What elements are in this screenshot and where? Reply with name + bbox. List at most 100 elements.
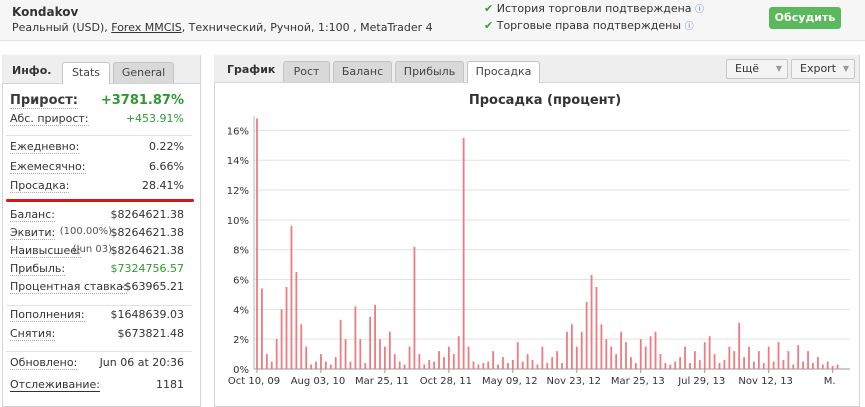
chart: Просадка (процент) 0% 2% 4% 6% 8% 10% 12% 14% 16… (227, 93, 850, 387)
bar (270, 361, 273, 369)
stat-row: Эквити: (100.00%) $8264621.38 (10, 226, 184, 242)
stat-label: Процентная ставка: (10, 280, 127, 294)
y-tick-label: 14% (227, 156, 249, 167)
y-tick-label: 12% (227, 186, 249, 197)
bar (777, 342, 780, 369)
verification: ✔ Торговые права подтверждены ⓘ (484, 19, 694, 32)
bar (772, 361, 775, 369)
y-tick-label: 0% (233, 365, 249, 376)
stat-label: Ежедневно: (10, 140, 80, 154)
bar (812, 363, 814, 369)
stat-row: Абс. прирост: +453.91% (10, 112, 184, 128)
bar (718, 363, 721, 369)
stat-value: $8264621.38 (110, 208, 184, 221)
bar (511, 360, 514, 369)
bar (329, 364, 332, 369)
tab[interactable]: Рост (283, 61, 330, 82)
stat-value: 1181 (156, 378, 184, 391)
x-tick-label: Nov 23, 12 (547, 376, 602, 387)
bar (615, 354, 618, 369)
bar (507, 363, 509, 369)
bar (723, 360, 726, 369)
menu-label: Export (800, 62, 837, 75)
verification: ✔ История торговли подтверждена ⓘ (484, 2, 705, 15)
bar (413, 246, 416, 369)
menu-label: Ещё (735, 62, 760, 75)
stat-value: $8264621.38 (110, 244, 184, 257)
bar (826, 361, 829, 369)
bar (462, 137, 465, 369)
stat-row: Процентная ставка: -$63965.21 (10, 280, 184, 296)
tab[interactable]: Stats (62, 62, 110, 84)
bar (664, 363, 667, 369)
bar (728, 346, 731, 369)
bar (575, 346, 578, 369)
bar (472, 361, 475, 369)
broker-link[interactable]: Forex MMCIS (111, 21, 182, 34)
bar (526, 354, 529, 369)
bar (561, 363, 563, 369)
bar (467, 346, 470, 369)
bar (384, 346, 386, 369)
bar (388, 331, 391, 369)
discuss-button[interactable]: Обсудить (769, 7, 841, 29)
stat-row: Отслеживание: 1181 (10, 378, 184, 394)
bar (787, 351, 790, 369)
tab[interactable]: General (113, 62, 174, 83)
bar (767, 346, 770, 369)
stat-row: Наивысшее: (Jun 03) $8264621.38 (10, 244, 184, 260)
bar (403, 364, 406, 369)
stat-value: -$63965.21 (120, 280, 184, 293)
bar (256, 118, 258, 369)
tab[interactable]: Баланс (333, 61, 392, 82)
more-menu[interactable]: Ещё ▼ (726, 59, 788, 79)
info-title: Инфо. (12, 64, 52, 77)
stat-label: Просадка: (10, 179, 70, 193)
stat-label: Снятия: (10, 327, 56, 341)
bar (354, 306, 357, 369)
stat-note: (100.00%) (59, 226, 112, 237)
detail: , Технический, Ручной, 1:100 , MetaTrade… (181, 21, 433, 34)
bar (639, 339, 642, 369)
bar (285, 286, 288, 369)
stat-label: Баланс: (10, 208, 56, 222)
separator (6, 305, 192, 306)
bar (315, 361, 317, 369)
bar (492, 351, 495, 369)
bar (536, 364, 539, 369)
bar (782, 360, 785, 369)
bar (753, 361, 755, 369)
bar (393, 354, 396, 369)
bar (836, 364, 839, 369)
tab[interactable]: Просадка (467, 61, 540, 83)
stat-note: (Jun 03) (72, 244, 112, 255)
bar (630, 357, 632, 369)
export-menu[interactable]: Export ▼ (791, 59, 855, 79)
bar (551, 357, 554, 369)
y-tick-label: 4% (233, 305, 249, 316)
stat-label[interactable]: Отслеживание: (10, 378, 101, 392)
y-tick-label: 2% (233, 335, 249, 346)
highlight-underline (6, 199, 194, 202)
bar (502, 357, 504, 369)
x-tick-label: M. (824, 376, 836, 387)
x-tick-label: Nov 12, 13 (738, 376, 793, 387)
bar (344, 339, 347, 369)
bar (447, 346, 450, 369)
bar (324, 361, 327, 369)
bar (600, 324, 603, 369)
stat-label: Абс. прирост: (10, 112, 89, 126)
bar (438, 351, 440, 369)
stat-label: Наивысшее: (10, 244, 81, 258)
bar (334, 357, 337, 369)
stat-value: 28.41% (142, 179, 184, 192)
bar (374, 304, 376, 369)
stat-row: Обновлено: Jun 06 at 20:36 (10, 356, 184, 372)
stat-row: Просадка: 28.41% (10, 179, 184, 195)
bar (590, 275, 593, 369)
bar (792, 364, 795, 369)
stat-value: 0.22% (149, 140, 184, 153)
y-tick-label: 6% (233, 276, 249, 287)
tab[interactable]: Прибыль (395, 61, 464, 82)
